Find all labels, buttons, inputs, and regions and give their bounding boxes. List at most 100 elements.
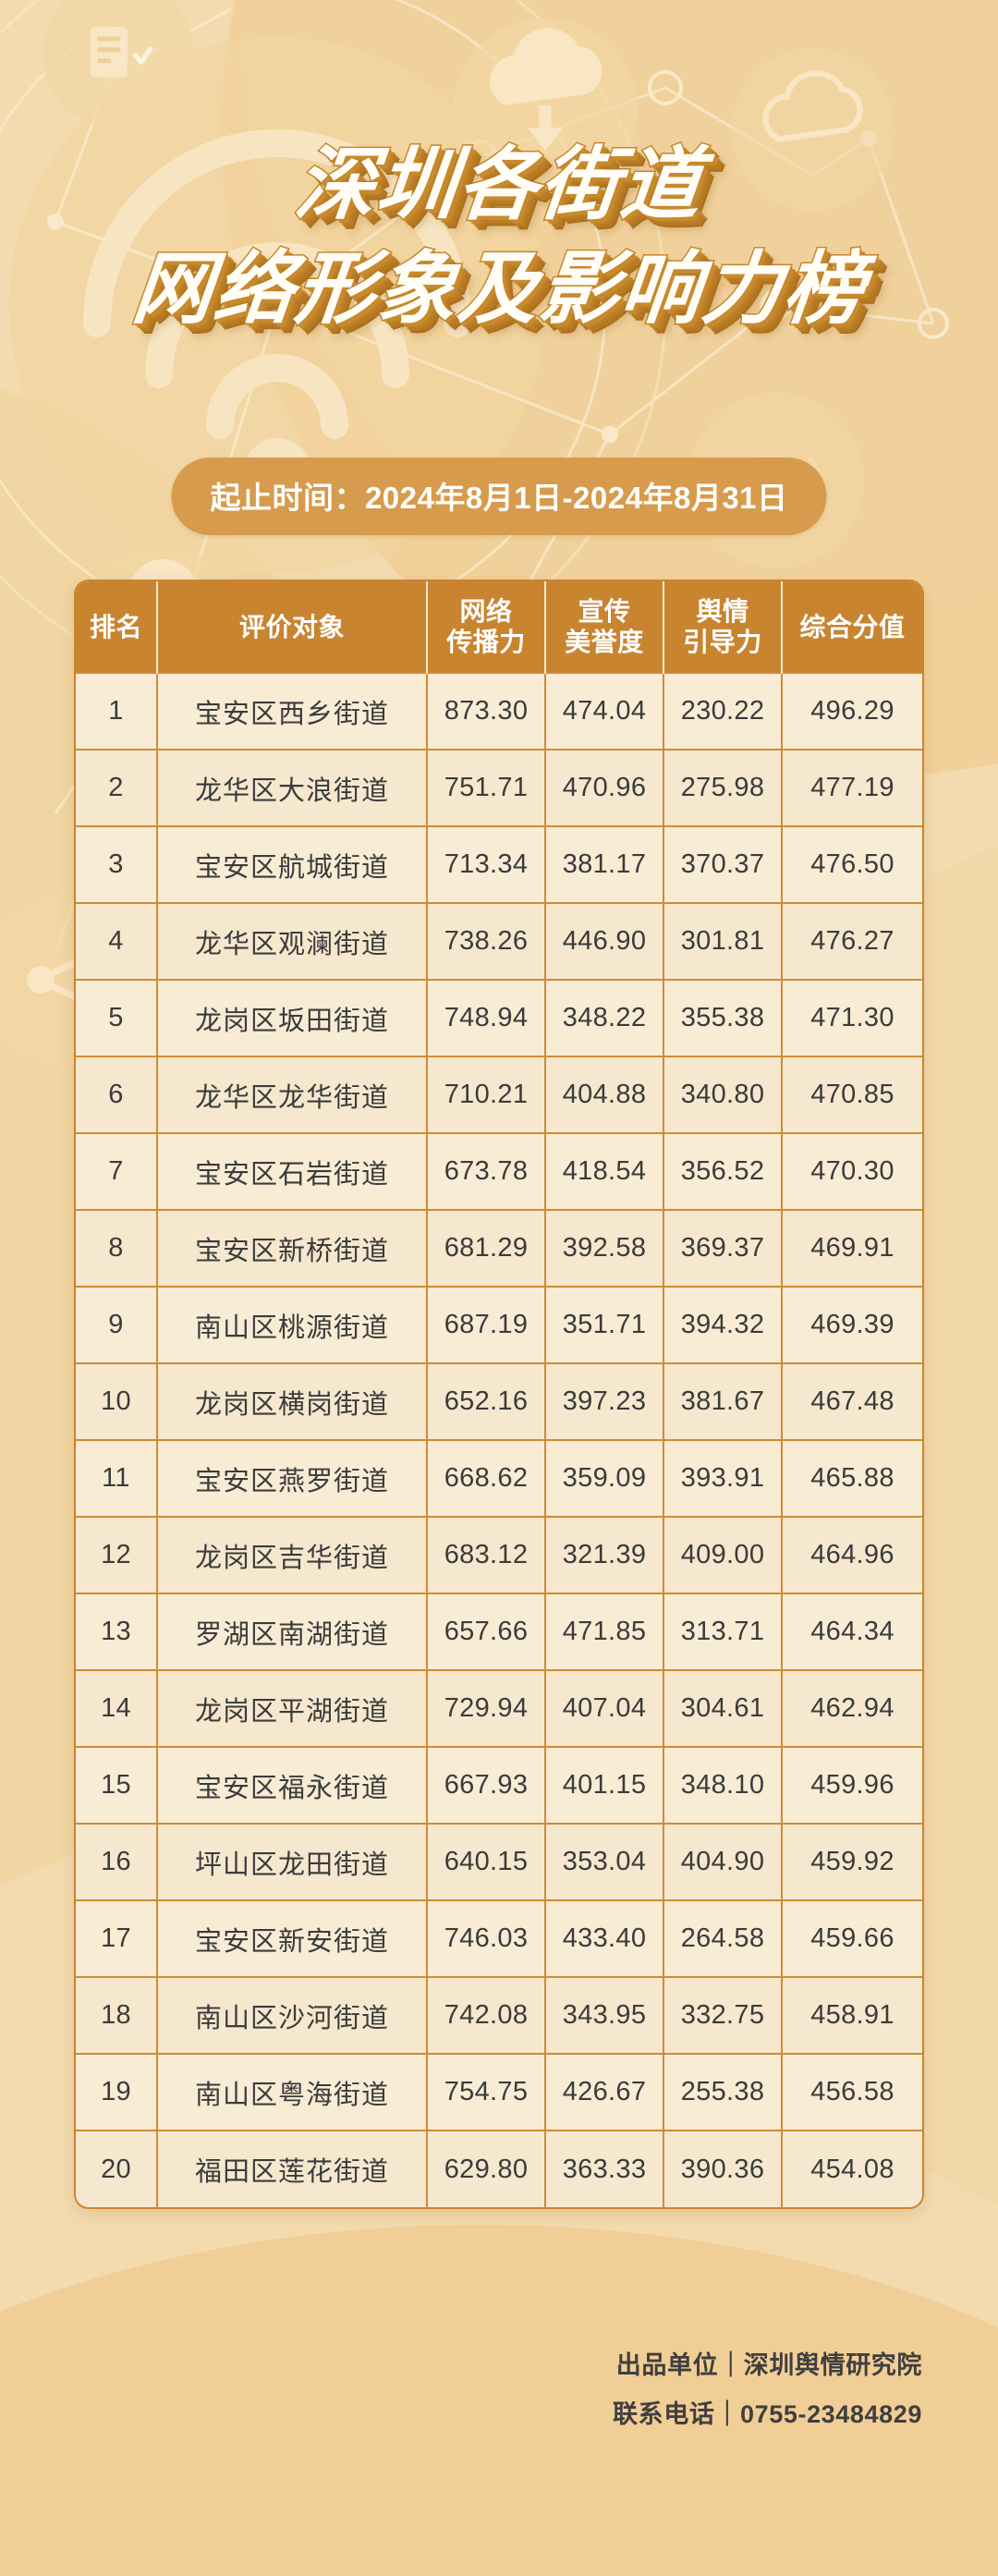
table-row: 16 坪山区龙田街道 640.15 353.04 404.90 459.92	[76, 1823, 922, 1901]
cell-rank: 13	[76, 1593, 158, 1671]
title-line-2: 网络形象及影响力榜	[128, 244, 871, 336]
cell-metric-2: 474.04	[545, 672, 664, 751]
cell-name: 罗湖区南湖街道	[157, 1593, 428, 1671]
cell-metric-3: 348.10	[663, 1746, 783, 1825]
column-header-metric-1-line-2: 传播力	[446, 628, 526, 657]
cell-metric-2: 426.67	[545, 2053, 664, 2131]
cell-metric-1: 713.34	[427, 825, 546, 904]
cell-rank: 12	[76, 1516, 158, 1594]
cell-metric-3: 381.67	[663, 1362, 783, 1441]
cell-metric-3: 255.38	[663, 2053, 783, 2131]
table-row: 20 福田区莲花街道 629.80 363.33 390.36 454.08	[76, 2130, 922, 2208]
cell-rank: 2	[76, 749, 158, 827]
cell-total: 462.94	[782, 1669, 922, 1748]
cell-total: 477.19	[782, 749, 922, 827]
cell-metric-3: 230.22	[663, 672, 783, 751]
table-row: 11 宝安区燕罗街道 668.62 359.09 393.91 465.88	[76, 1439, 922, 1518]
cell-metric-1: 673.78	[427, 1132, 546, 1211]
cell-metric-3: 275.98	[663, 749, 783, 827]
cell-metric-3: 264.58	[663, 1899, 783, 1978]
cell-metric-3: 356.52	[663, 1132, 783, 1211]
cell-metric-3: 332.75	[663, 1976, 783, 2055]
cell-name: 宝安区新安街道	[157, 1899, 428, 1978]
table-header-row: 排名 评价对象 网络 传播力 宣传 美誉度 舆情 引导力 综合分值	[76, 581, 922, 674]
table-row: 8 宝安区新桥街道 681.29 392.58 369.37 469.91	[76, 1209, 922, 1288]
background-swoosh-bottom	[0, 2225, 998, 2576]
cell-total: 454.08	[782, 2130, 922, 2208]
cell-total: 469.91	[782, 1209, 922, 1288]
cell-metric-1: 738.26	[427, 902, 546, 981]
table-row: 1 宝安区西乡街道 873.30 474.04 230.22 496.29	[76, 672, 922, 751]
cell-total: 469.39	[782, 1286, 922, 1364]
cell-total: 459.66	[782, 1899, 922, 1978]
cell-metric-1: 652.16	[427, 1362, 546, 1441]
cell-metric-3: 409.00	[663, 1516, 783, 1594]
table-row: 3 宝安区航城街道 713.34 381.17 370.37 476.50	[76, 825, 922, 904]
cell-metric-1: 710.21	[427, 1056, 546, 1134]
cell-metric-1: 687.19	[427, 1286, 546, 1364]
cell-rank: 6	[76, 1056, 158, 1134]
table-row: 13 罗湖区南湖街道 657.66 471.85 313.71 464.34	[76, 1593, 922, 1671]
table-body: 1 宝安区西乡街道 873.30 474.04 230.22 496.29 2 龙华区大浪街道…	[76, 672, 922, 2208]
cell-name: 宝安区燕罗街道	[157, 1439, 428, 1518]
cell-total: 465.88	[782, 1439, 922, 1518]
cell-name: 龙岗区吉华街道	[157, 1516, 428, 1594]
cell-name: 龙岗区平湖街道	[157, 1669, 428, 1748]
cell-metric-2: 321.39	[545, 1516, 664, 1594]
cell-metric-1: 683.12	[427, 1516, 546, 1594]
cell-metric-2: 359.09	[545, 1439, 664, 1518]
cell-metric-1: 640.15	[427, 1823, 546, 1901]
cell-metric-2: 397.23	[545, 1362, 664, 1441]
cell-metric-1: 657.66	[427, 1593, 546, 1671]
cell-rank: 10	[76, 1362, 158, 1441]
cell-name: 南山区沙河街道	[157, 1976, 428, 2055]
table-row: 14 龙岗区平湖街道 729.94 407.04 304.61 462.94	[76, 1669, 922, 1748]
cell-rank: 9	[76, 1286, 158, 1364]
table-row: 15 宝安区福永街道 667.93 401.15 348.10 459.96	[76, 1746, 922, 1825]
table-row: 4 龙华区观澜街道 738.26 446.90 301.81 476.27	[76, 902, 922, 981]
cell-name: 宝安区新桥街道	[157, 1209, 428, 1288]
cell-metric-2: 433.40	[545, 1899, 664, 1978]
cell-metric-1: 746.03	[427, 1899, 546, 1978]
cell-rank: 1	[76, 672, 158, 751]
column-header-metric-2-line-2: 美誉度	[565, 628, 644, 657]
cell-metric-2: 351.71	[545, 1286, 664, 1364]
table-row: 19 南山区粤海街道 754.75 426.67 255.38 456.58	[76, 2053, 922, 2131]
title-line-1: 深圳各街道	[290, 140, 709, 231]
cell-name: 南山区粤海街道	[157, 2053, 428, 2131]
cell-name: 龙岗区横岗街道	[157, 1362, 428, 1441]
cell-metric-3: 404.90	[663, 1823, 783, 1901]
cell-total: 464.96	[782, 1516, 922, 1594]
cell-name: 福田区莲花街道	[157, 2130, 428, 2208]
column-header-metric-2: 宣传 美誉度	[545, 581, 664, 674]
cell-name: 宝安区石岩街道	[157, 1132, 428, 1211]
cell-metric-2: 401.15	[545, 1746, 664, 1825]
column-header-rank: 排名	[76, 581, 158, 674]
cell-metric-1: 751.71	[427, 749, 546, 827]
cell-metric-3: 355.38	[663, 979, 783, 1057]
cell-metric-2: 407.04	[545, 1669, 664, 1748]
cell-metric-1: 629.80	[427, 2130, 546, 2208]
table-row: 10 龙岗区横岗街道 652.16 397.23 381.67 467.48	[76, 1362, 922, 1441]
cell-rank: 5	[76, 979, 158, 1057]
column-header-metric-3-line-2: 引导力	[683, 628, 762, 657]
table-header: 排名 评价对象 网络 传播力 宣传 美誉度 舆情 引导力 综合分值	[76, 581, 922, 674]
cell-name: 龙华区龙华街道	[157, 1056, 428, 1134]
cell-metric-1: 748.94	[427, 979, 546, 1057]
cell-metric-3: 394.32	[663, 1286, 783, 1364]
cell-name: 龙岗区坂田街道	[157, 979, 428, 1057]
cell-rank: 16	[76, 1823, 158, 1901]
cell-metric-2: 404.88	[545, 1056, 664, 1134]
footer-producer: 出品单位｜深圳舆情研究院	[615, 2351, 922, 2379]
cell-metric-1: 667.93	[427, 1746, 546, 1825]
cell-rank: 14	[76, 1669, 158, 1748]
cell-total: 467.48	[782, 1362, 922, 1441]
cell-rank: 15	[76, 1746, 158, 1825]
cell-name: 南山区桃源街道	[157, 1286, 428, 1364]
cell-name: 龙华区大浪街道	[157, 749, 428, 827]
date-range-badge: 起止时间：2024年8月1日-2024年8月31日	[171, 458, 827, 535]
cell-name: 坪山区龙田街道	[157, 1823, 428, 1901]
cell-metric-1: 754.75	[427, 2053, 546, 2131]
cell-rank: 18	[76, 1976, 158, 2055]
